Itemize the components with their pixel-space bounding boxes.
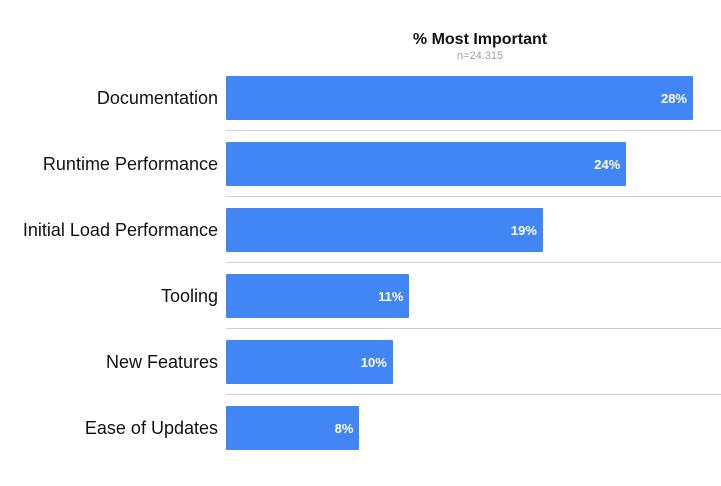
bar-value-label: 8%	[334, 420, 354, 436]
bar-value-label: 19%	[510, 222, 537, 238]
bar: 24%	[226, 142, 627, 186]
bar: 11%	[226, 274, 410, 318]
row-divider	[226, 196, 721, 197]
chart-subtitle: n=24.315	[456, 50, 504, 62]
category-label: Runtime Performance	[42, 154, 218, 174]
row-divider	[226, 328, 721, 329]
bar: 8%	[226, 406, 360, 450]
row-divider	[226, 130, 721, 131]
row-divider	[226, 262, 721, 263]
category-label: New Features	[105, 352, 218, 372]
bar: 19%	[226, 208, 543, 252]
bar-value-label: 28%	[660, 90, 687, 106]
bar: 10%	[226, 340, 393, 384]
category-label: Ease of Updates	[84, 418, 218, 438]
row-divider	[226, 394, 721, 395]
category-label: Initial Load Performance	[22, 220, 218, 240]
bar-value-label: 10%	[360, 354, 387, 370]
bar-value-label: 24%	[594, 156, 621, 172]
bar: 28%	[226, 76, 693, 120]
chart-title: % Most Important	[412, 31, 548, 48]
category-label: Tooling	[160, 286, 218, 306]
bar-value-label: 11%	[378, 288, 404, 304]
category-label: Documentation	[96, 88, 218, 108]
